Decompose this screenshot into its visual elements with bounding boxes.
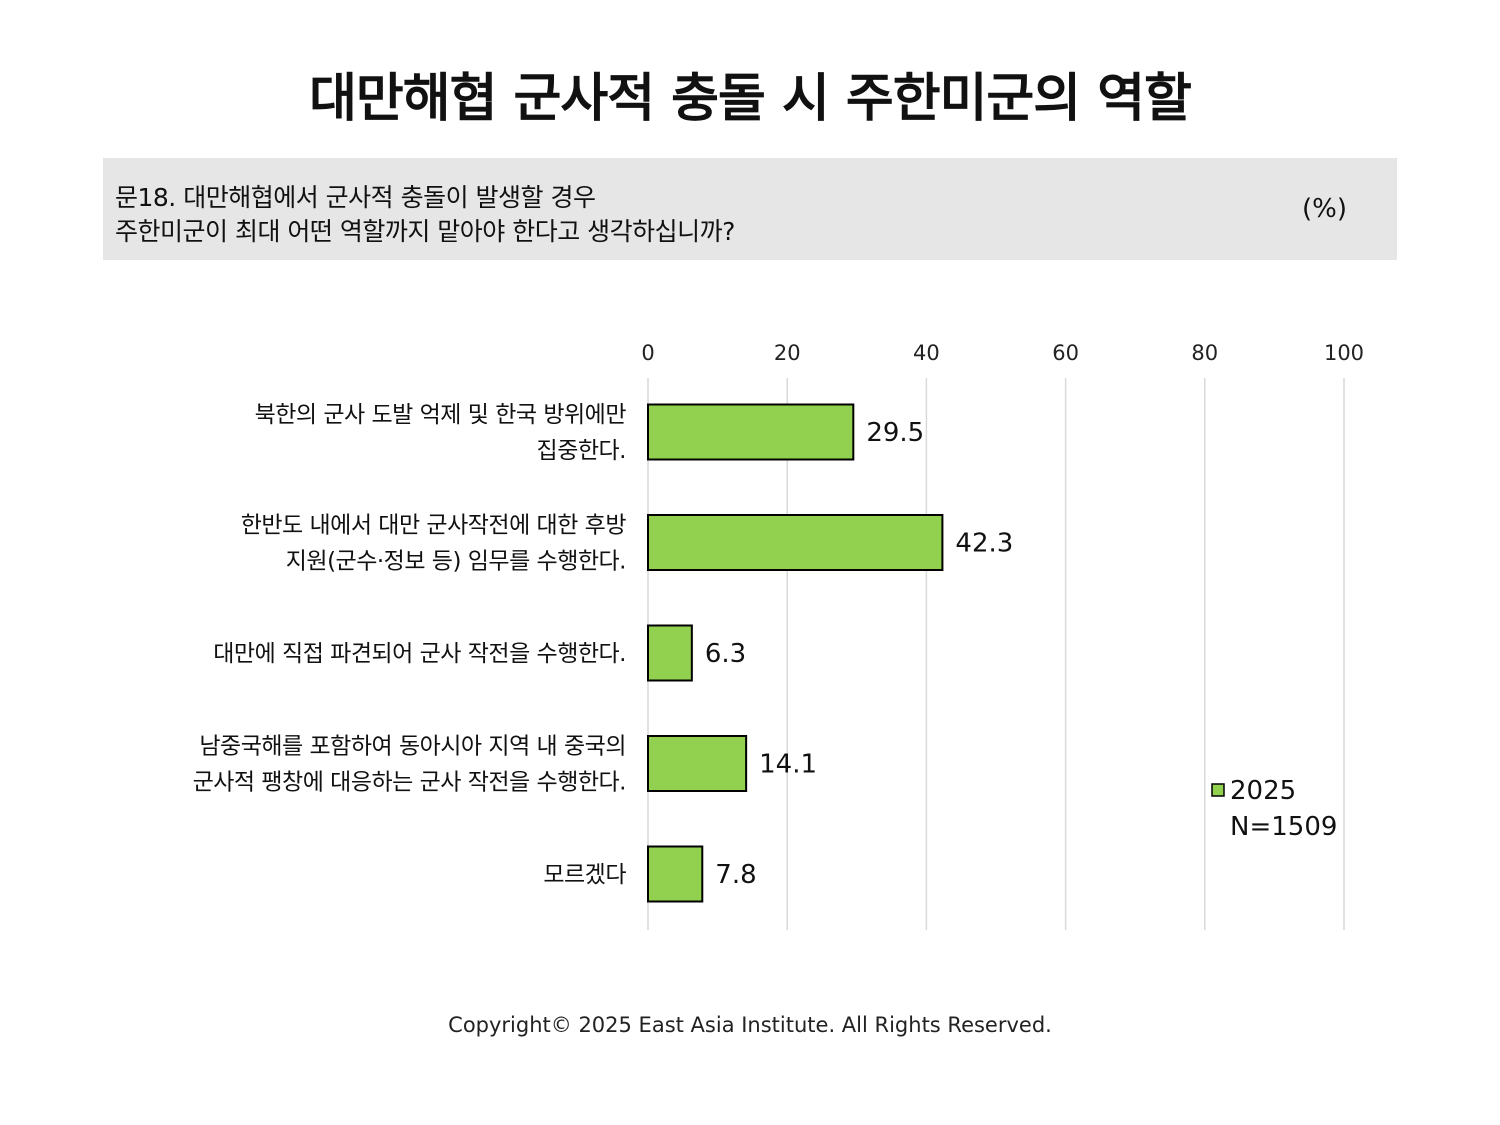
chart-title: 대만해협 군사적 충돌 시 주한미군의 역할 (309, 69, 1192, 129)
bar (647, 514, 944, 571)
category-label: 모르겠다 (543, 862, 626, 888)
legend-swatch (1211, 783, 1225, 797)
x-tick-label: 80 (1191, 341, 1218, 365)
category-label: 대만에 직접 파견되어 군사 작전을 수행한다. (213, 641, 626, 667)
data-label: 7.8 (715, 860, 756, 890)
category-label: 남중국해를 포함하여 동아시아 지역 내 중국의 (199, 734, 626, 760)
question-line-2: 주한미군이 최대 어떤 역할까지 맡아야 한다고 생각하십니까? (115, 217, 735, 246)
copyright-footer: Copyright© 2025 East Asia Institute. All… (448, 1013, 1052, 1037)
x-tick-label: 20 (774, 341, 801, 365)
category-label: 군사적 팽창에 대응하는 군사 작전을 수행한다. (193, 770, 626, 796)
data-label: 42.3 (955, 529, 1013, 559)
data-label: 29.5 (866, 418, 924, 448)
category-label: 집중한다. (537, 438, 626, 464)
x-tick-label: 40 (913, 341, 940, 365)
question-box: 문18. 대만해협에서 군사적 충돌이 발생할 경우 주한미군이 최대 어떤 역… (103, 158, 1397, 260)
question-line-1: 문18. 대만해협에서 군사적 충돌이 발생할 경우 (115, 183, 596, 212)
data-label: 14.1 (759, 750, 817, 780)
legend-label: 2025 (1230, 776, 1296, 806)
x-tick-label: 60 (1052, 341, 1079, 365)
data-label: 6.3 (705, 639, 746, 669)
x-tick-label: 100 (1324, 341, 1364, 365)
unit-label: (%) (1302, 194, 1347, 224)
bar (647, 403, 855, 461)
bar (647, 624, 693, 682)
x-tick-label: 0 (641, 341, 654, 365)
category-label: 북한의 군사 도발 억제 및 한국 방위에만 (255, 402, 627, 428)
bar (647, 845, 704, 903)
bar (647, 735, 748, 792)
category-label: 지원(군수·정보 등) 임무를 수행한다. (286, 549, 626, 575)
category-label: 한반도 내에서 대만 군사작전에 대한 후방 (241, 513, 627, 539)
legend-note: N=1509 (1230, 812, 1337, 842)
